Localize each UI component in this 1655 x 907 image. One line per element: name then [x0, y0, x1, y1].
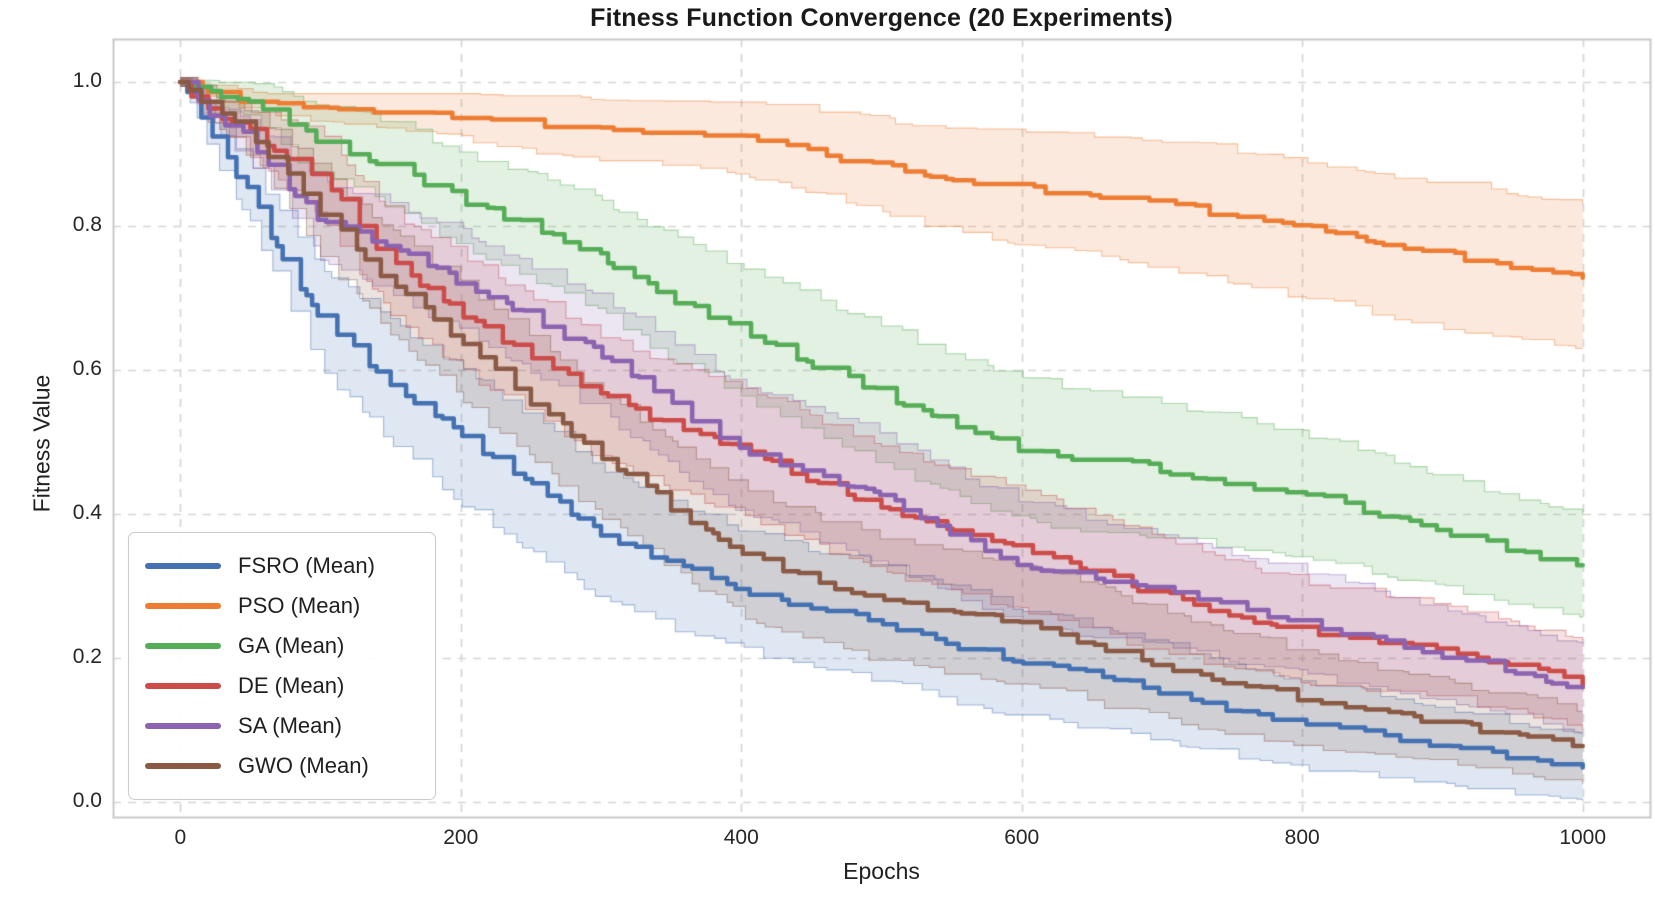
x-tick-label: 800: [1284, 826, 1320, 849]
x-tick-label: 0: [174, 826, 187, 849]
y-tick-label: 0.2: [72, 645, 102, 669]
y-tick-label: 0.4: [72, 501, 102, 524]
legend-label: SA (Mean): [238, 713, 342, 738]
x-tick-label: 200: [443, 826, 479, 849]
legend-line-icon: [145, 643, 221, 649]
legend-item-fsro: FSRO (Mean): [145, 546, 417, 586]
x-tick-label: 1000: [1559, 826, 1607, 849]
legend-line-icon: [145, 723, 221, 729]
y-axis-label: Fitness Value: [28, 374, 55, 513]
legend-item-ga: GA (Mean): [145, 626, 417, 666]
chart-title: Fitness Function Convergence (20 Experim…: [590, 4, 1173, 32]
legend-label: DE (Mean): [238, 673, 345, 698]
x-tick-label: 600: [1004, 826, 1040, 849]
x-axis-label: Epochs: [843, 858, 920, 884]
legend-line-icon: [145, 763, 221, 769]
legend-item-de: DE (Mean): [145, 666, 417, 706]
y-tick-label: 0.6: [72, 357, 102, 380]
legend-item-sa: SA (Mean): [145, 706, 417, 746]
legend-line-icon: [145, 563, 221, 569]
legend-line-icon: [145, 683, 221, 689]
y-tick-label: 0.8: [72, 212, 102, 236]
x-tick-label: 400: [723, 826, 759, 849]
legend-item-gwo: GWO (Mean): [145, 746, 417, 786]
legend-label: GWO (Mean): [238, 753, 369, 778]
legend: FSRO (Mean) PSO (Mean) GA (Mean) DE (Mean) S…: [128, 532, 436, 800]
legend-label: GA (Mean): [238, 633, 345, 658]
legend-line-icon: [145, 603, 221, 609]
legend-label: PSO (Mean): [238, 593, 361, 618]
y-tick-label: 0.0: [72, 789, 102, 813]
legend-label: FSRO (Mean): [238, 553, 375, 578]
legend-item-pso: PSO (Mean): [145, 586, 417, 626]
y-tick-label: 1.0: [72, 68, 102, 92]
